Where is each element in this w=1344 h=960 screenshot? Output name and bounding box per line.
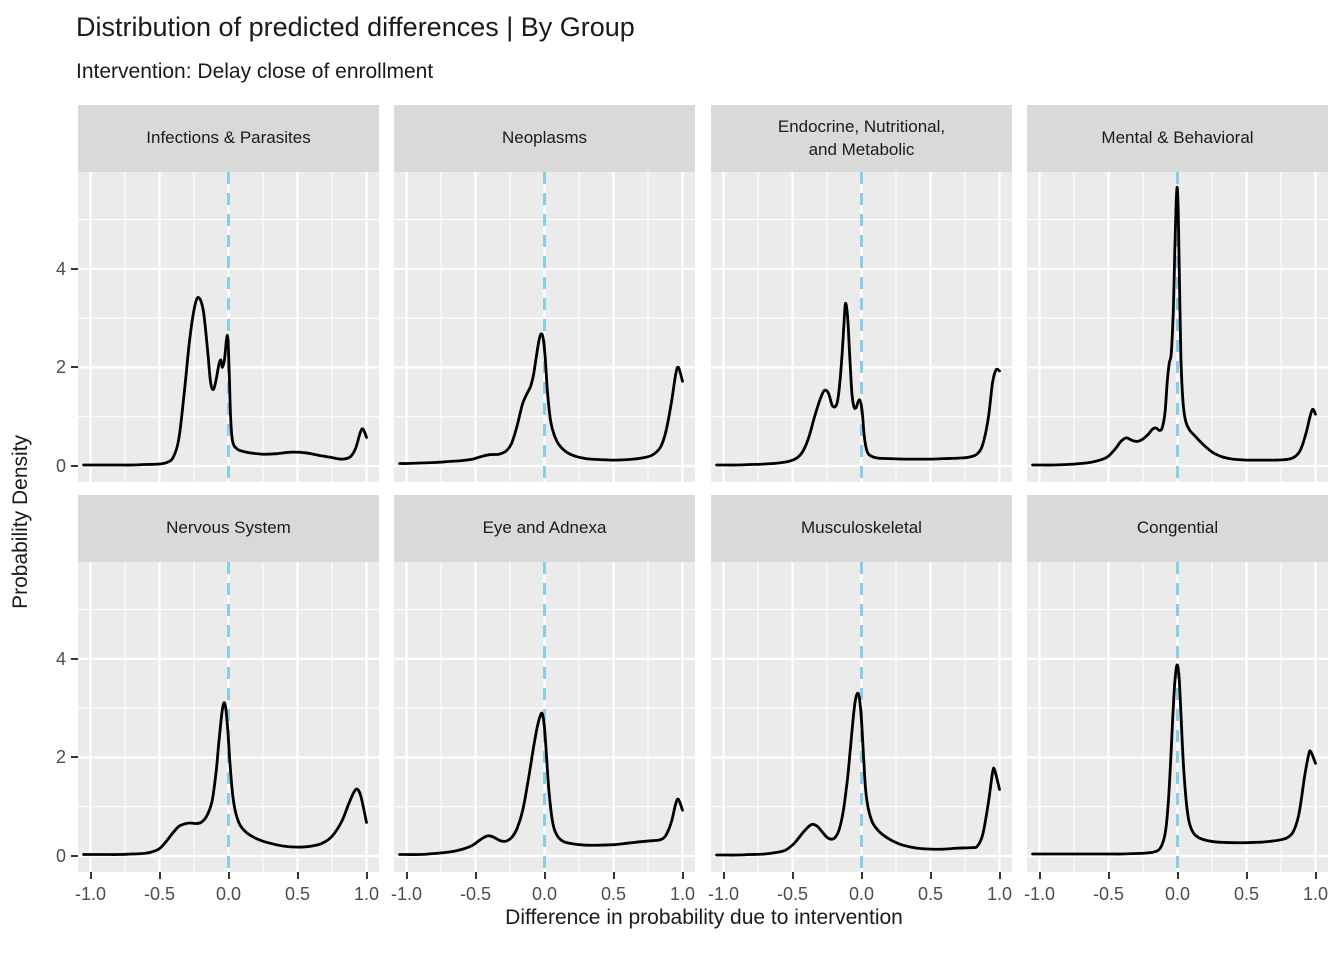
x-tick-label: 1.0 xyxy=(353,884,380,904)
x-tick-mark xyxy=(543,872,546,879)
facet-strip-eye-and-adnexa: Eye and Adnexa xyxy=(394,495,695,562)
y-tick-label: 4 xyxy=(55,258,66,279)
x-tick-mark xyxy=(1314,872,1317,879)
facet-strip-infections-parasites: Infections & Parasites xyxy=(78,105,379,172)
facet-label: Infections & Parasites xyxy=(146,128,311,148)
x-tick-mark xyxy=(1245,872,1248,879)
x-tick-label: 1.0 xyxy=(669,884,696,904)
x-tick-label: 0.0 xyxy=(215,884,242,904)
density-curve xyxy=(1031,185,1317,467)
facet-label: Mental & Behavioral xyxy=(1101,128,1254,148)
density-curve xyxy=(398,711,684,856)
y-tick-mark xyxy=(71,855,78,857)
y-tick-mark xyxy=(71,267,78,270)
facet-panel-congential xyxy=(1027,562,1328,872)
facet-strip-musculoskeletal: Musculoskeletal xyxy=(711,495,1012,562)
x-tick-mark xyxy=(860,872,863,879)
facet-strip-neoplasms: Neoplasms xyxy=(394,105,695,172)
chart-subtitle: Intervention: Delay close of enrollment xyxy=(76,60,434,83)
y-tick-label: 4 xyxy=(55,648,66,669)
x-tick-mark xyxy=(405,872,408,879)
y-tick-mark xyxy=(71,657,78,660)
facet-panel-infections-parasites xyxy=(78,172,379,482)
x-tick-mark xyxy=(1176,872,1179,879)
x-tick-mark xyxy=(722,872,725,879)
x-tick-label: 0.5 xyxy=(1233,884,1260,904)
y-tick-label: 0 xyxy=(55,456,66,476)
x-tick-mark xyxy=(89,872,92,879)
x-tick-label: -0.5 xyxy=(143,884,176,904)
density-curve xyxy=(715,691,1001,857)
facet-panel-mental-behavioral xyxy=(1027,172,1328,482)
facet-label: Musculoskeletal xyxy=(801,518,922,538)
y-tick-mark xyxy=(71,465,78,467)
x-tick-mark xyxy=(365,872,368,879)
x-tick-mark xyxy=(474,872,477,879)
x-tick-label: 1.0 xyxy=(1302,884,1329,904)
minor-gridlines xyxy=(711,172,1012,482)
x-tick-label: 0.5 xyxy=(284,884,311,904)
density-curve xyxy=(82,296,368,467)
x-tick-mark xyxy=(296,872,299,879)
x-tick-mark xyxy=(929,872,932,879)
y-tick-label: 2 xyxy=(55,747,66,768)
minor-gridlines xyxy=(78,172,379,482)
x-tick-mark xyxy=(612,872,615,879)
y-tick-mark xyxy=(71,756,78,759)
facet-panel-nervous-system xyxy=(78,562,379,872)
density-curve xyxy=(398,332,684,465)
x-tick-label: -0.5 xyxy=(1092,884,1125,904)
facet-strip-nervous-system: Nervous System xyxy=(78,495,379,562)
facet-strip-mental-behavioral: Mental & Behavioral xyxy=(1027,105,1328,172)
facet-label: Eye and Adnexa xyxy=(482,518,607,538)
y-tick-label: 0 xyxy=(55,846,66,866)
facet-label: Neoplasms xyxy=(501,128,588,148)
x-tick-label: -0.5 xyxy=(776,884,809,904)
facet-strip-endocrine-nutritional-and-metabolic: Endocrine, Nutritional, and Metabolic xyxy=(711,105,1012,172)
facet-label: Endocrine, Nutritional, and Metabolic xyxy=(777,117,946,159)
density-curve xyxy=(1031,663,1317,856)
x-tick-label: 0.5 xyxy=(917,884,944,904)
x-tick-mark xyxy=(998,872,1001,879)
x-tick-mark xyxy=(1107,872,1110,879)
x-tick-mark xyxy=(158,872,161,879)
x-axis-title: Difference in probability due to interve… xyxy=(505,906,903,929)
x-tick-label: 0.0 xyxy=(1164,884,1191,904)
facet-panel-neoplasms xyxy=(394,172,695,482)
x-tick-label: 0.0 xyxy=(531,884,558,904)
x-tick-label: -1.0 xyxy=(74,884,107,904)
y-tick-label: 2 xyxy=(55,357,66,378)
facet-label: Congential xyxy=(1136,518,1219,538)
x-tick-label: 1.0 xyxy=(986,884,1013,904)
x-tick-mark xyxy=(227,872,230,879)
x-tick-label: -0.5 xyxy=(459,884,492,904)
x-tick-mark xyxy=(681,872,684,879)
x-tick-label: 0.0 xyxy=(848,884,875,904)
x-tick-label: 0.5 xyxy=(600,884,627,904)
x-tick-mark xyxy=(791,872,794,879)
density-curve xyxy=(82,701,368,856)
x-tick-label: -1.0 xyxy=(390,884,423,904)
chart-title: Distribution of predicted differences | … xyxy=(76,12,635,42)
facet-panel-eye-and-adnexa xyxy=(394,562,695,872)
facet-strip-congential: Congential xyxy=(1027,495,1328,562)
x-tick-mark xyxy=(1038,872,1041,879)
facet-panel-musculoskeletal xyxy=(711,562,1012,872)
facet-panel-endocrine-nutritional-and-metabolic xyxy=(711,172,1012,482)
facet-label: Nervous System xyxy=(166,518,291,538)
x-tick-label: -1.0 xyxy=(1023,884,1056,904)
density-curve xyxy=(715,301,1001,467)
y-tick-mark xyxy=(71,366,78,369)
x-tick-label: -1.0 xyxy=(707,884,740,904)
